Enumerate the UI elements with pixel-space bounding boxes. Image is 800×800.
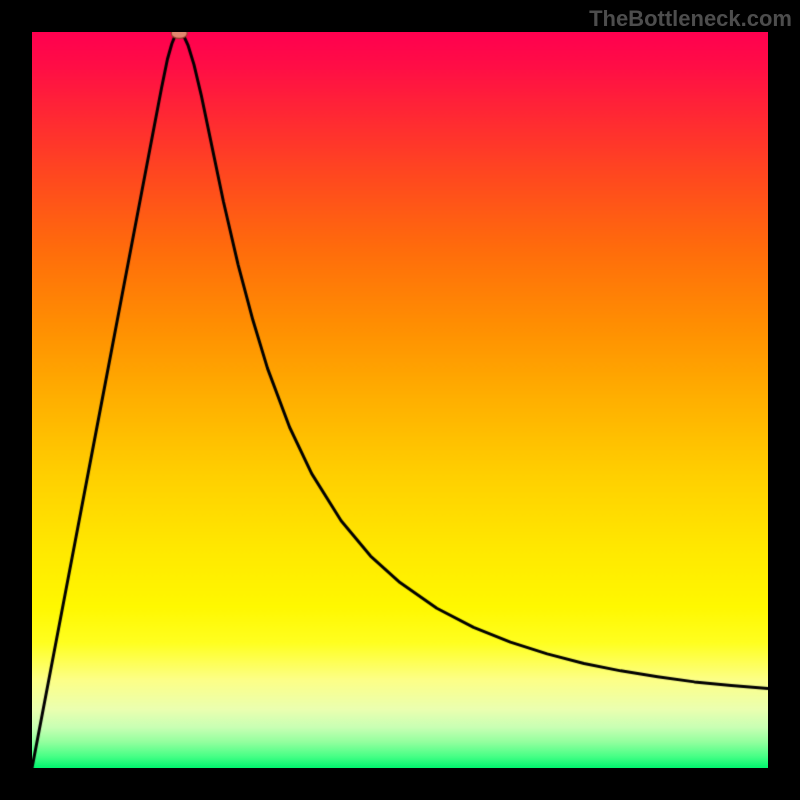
bottleneck-curve: [32, 32, 768, 768]
chart-root: TheBottleneck.com: [0, 0, 800, 800]
plot-frame: [32, 32, 768, 768]
watermark-text: TheBottleneck.com: [589, 6, 792, 32]
